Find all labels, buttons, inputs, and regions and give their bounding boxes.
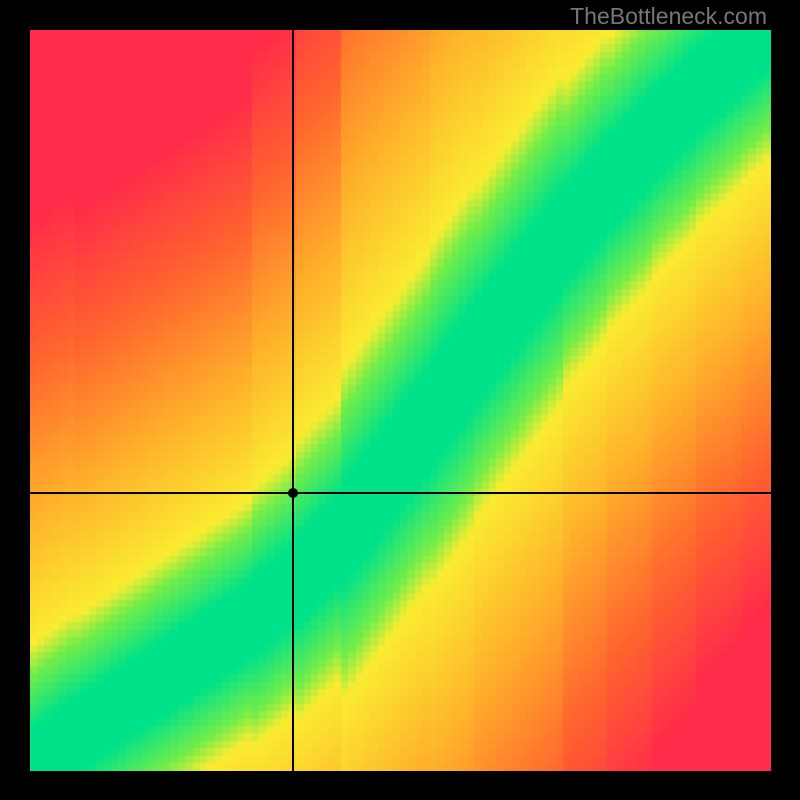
crosshair-horizontal xyxy=(30,492,771,494)
watermark-text: TheBottleneck.com xyxy=(570,3,767,30)
crosshair-vertical xyxy=(292,30,294,771)
heatmap-canvas xyxy=(30,30,771,771)
heatmap-plot xyxy=(30,30,771,771)
